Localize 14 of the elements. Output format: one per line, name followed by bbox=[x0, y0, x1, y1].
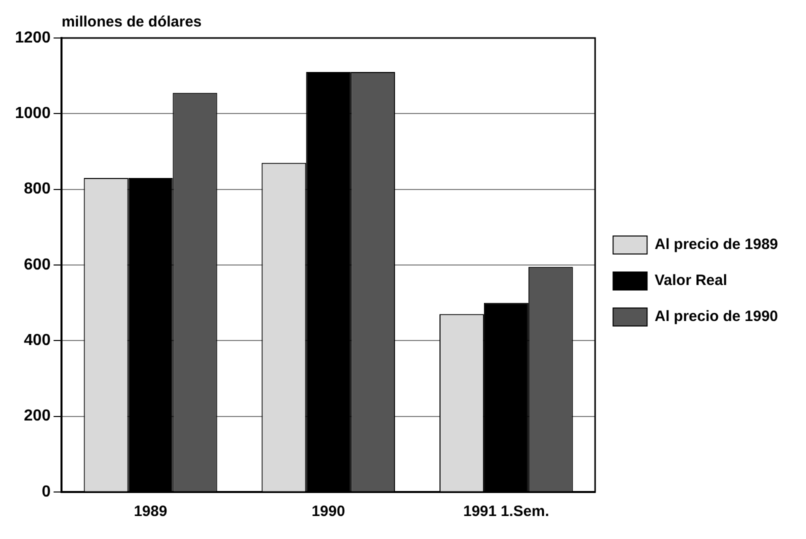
y-tick-label: 200 bbox=[24, 408, 51, 425]
y-tick-label: 1200 bbox=[15, 29, 51, 46]
y-tick-label: 800 bbox=[24, 180, 51, 198]
legend-label: Valor Real bbox=[654, 272, 728, 290]
y-axis-title: millones de dólares bbox=[62, 14, 202, 31]
legend-label: Al precio de 1990 bbox=[654, 308, 778, 326]
x-tick-label: 1991 1.Sem. bbox=[463, 503, 550, 520]
y-tick-label: 600 bbox=[24, 256, 51, 274]
x-tick-label: 1989 bbox=[134, 503, 168, 520]
y-tick-label: 1000 bbox=[15, 105, 51, 122]
x-tick-label: 1990 bbox=[312, 503, 346, 520]
legend-label: Al precio de 1989 bbox=[654, 236, 778, 254]
y-tick-label: 400 bbox=[24, 332, 51, 350]
y-tick-label: 0 bbox=[42, 483, 51, 500]
